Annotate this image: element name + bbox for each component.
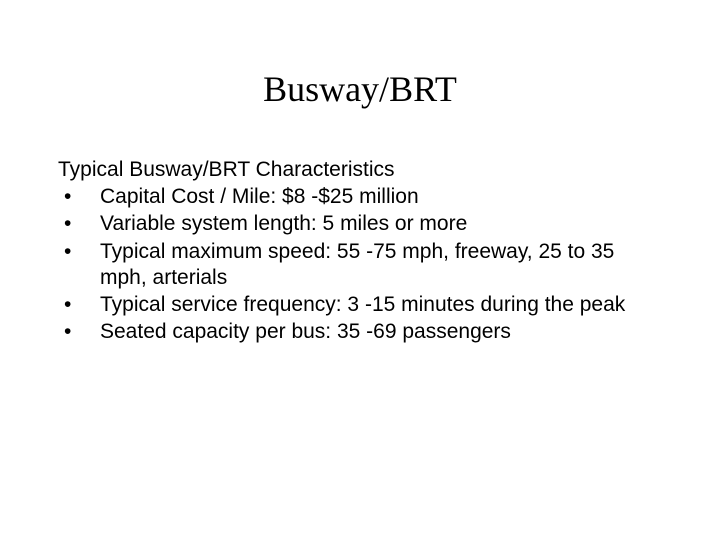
bullet-icon: • — [58, 184, 100, 210]
bullet-text: Capital Cost / Mile: $8 -$25 million — [100, 184, 662, 210]
bullet-icon: • — [58, 239, 100, 292]
list-item: • Typical service frequency: 3 -15 minut… — [58, 292, 662, 318]
slide-title: Busway/BRT — [58, 68, 662, 110]
bullet-icon: • — [58, 319, 100, 345]
slide-container: Busway/BRT Typical Busway/BRT Characteri… — [0, 0, 720, 540]
bullet-text: Typical service frequency: 3 -15 minutes… — [100, 292, 662, 318]
bullet-list: • Capital Cost / Mile: $8 -$25 million •… — [58, 184, 662, 346]
list-item: • Variable system length: 5 miles or mor… — [58, 211, 662, 237]
bullet-text: Typical maximum speed: 55 -75 mph, freew… — [100, 239, 662, 292]
bullet-icon: • — [58, 292, 100, 318]
bullet-text: Seated capacity per bus: 35 -69 passenge… — [100, 319, 662, 345]
list-item: • Typical maximum speed: 55 -75 mph, fre… — [58, 239, 662, 292]
list-item: • Capital Cost / Mile: $8 -$25 million — [58, 184, 662, 210]
slide-subtitle: Typical Busway/BRT Characteristics — [58, 158, 662, 182]
list-item: • Seated capacity per bus: 35 -69 passen… — [58, 319, 662, 345]
bullet-text: Variable system length: 5 miles or more — [100, 211, 662, 237]
bullet-icon: • — [58, 211, 100, 237]
